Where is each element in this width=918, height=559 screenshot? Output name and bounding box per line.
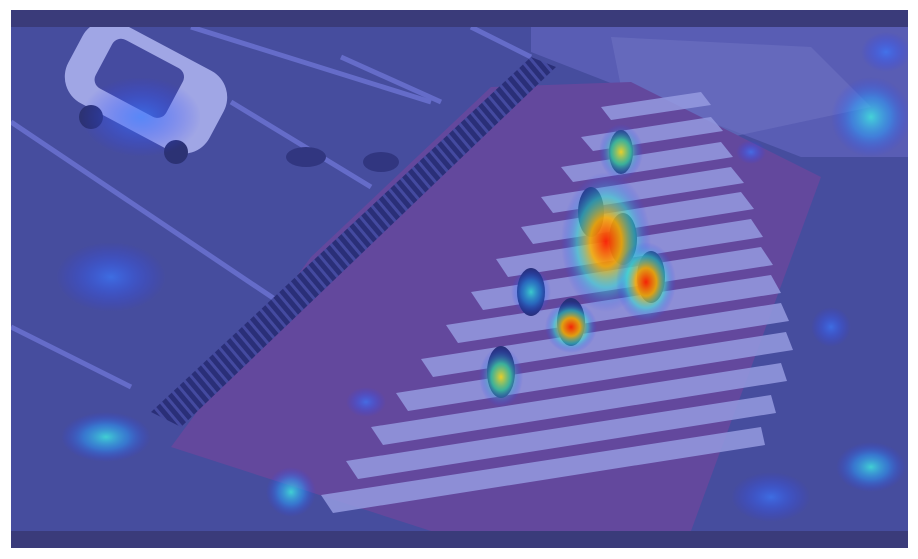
saliency-spots: [56, 32, 908, 522]
manhole-cover: [286, 147, 326, 167]
heatmap-scene: [11, 27, 908, 531]
storm-drain-grate: [151, 57, 556, 427]
manhole-cover: [363, 152, 399, 172]
heatmap-frame: [11, 10, 908, 548]
